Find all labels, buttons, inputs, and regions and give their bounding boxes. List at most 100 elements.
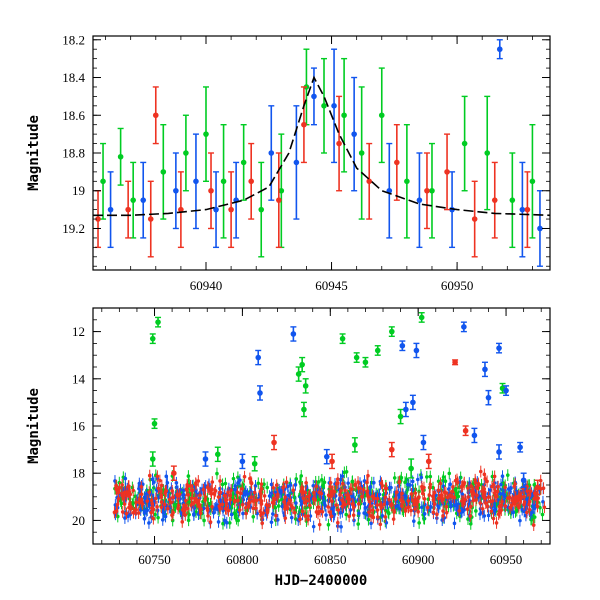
model-fit-curve — [93, 75, 550, 217]
data-point — [537, 225, 543, 232]
baseline-point — [259, 482, 264, 486]
baseline-point — [142, 495, 147, 499]
baseline-point — [492, 474, 497, 479]
baseline-point — [422, 512, 427, 516]
data-point — [95, 216, 101, 222]
baseline-point — [282, 484, 286, 489]
baseline-point — [436, 496, 441, 501]
baseline-point — [169, 500, 173, 505]
baseline-point — [425, 475, 429, 479]
baseline-point — [480, 507, 485, 511]
baseline-point — [384, 486, 389, 491]
panel-bottom: 60750 60800 60850 60900 60950 12 14 16 18 20 Magn… — [26, 307, 551, 589]
data-point — [258, 206, 265, 213]
baseline-point — [452, 521, 457, 526]
data-point — [130, 197, 136, 203]
baseline-point — [350, 487, 354, 491]
baseline-point — [406, 505, 411, 510]
baseline-point — [396, 503, 400, 508]
bottom-x-axis-title: HJD−2400000 — [275, 573, 368, 589]
baseline-point — [171, 495, 176, 500]
data-point — [352, 442, 358, 448]
baseline-point — [495, 489, 500, 494]
baseline-point — [435, 512, 439, 517]
baseline-point — [400, 491, 404, 496]
baseline-point — [120, 493, 124, 498]
baseline-point — [509, 486, 513, 490]
data-point — [534, 484, 541, 491]
data-point — [155, 319, 161, 325]
baseline-point — [441, 514, 445, 518]
data-point — [496, 46, 503, 53]
baseline-point — [136, 511, 141, 515]
data-point — [362, 359, 369, 366]
data-point — [208, 187, 214, 194]
baseline-point — [468, 522, 473, 526]
data-point — [202, 456, 209, 462]
baseline-point — [156, 486, 161, 491]
baseline-point — [489, 509, 494, 514]
baseline-point — [246, 504, 251, 508]
baseline-point — [503, 485, 507, 490]
baseline-point — [366, 495, 371, 499]
baseline-point — [320, 483, 325, 488]
baseline-point — [532, 506, 537, 510]
baseline-point — [139, 485, 144, 489]
baseline-point — [412, 519, 416, 523]
data-point — [339, 335, 346, 342]
baseline-point — [226, 490, 230, 495]
data-point — [331, 103, 337, 109]
baseline-point — [210, 487, 214, 492]
baseline-point — [412, 499, 417, 504]
baseline-point — [147, 521, 151, 525]
data-point — [173, 187, 179, 194]
baseline-point — [428, 485, 432, 490]
baseline-point — [350, 480, 355, 484]
baseline-point — [445, 495, 450, 500]
baseline-point — [344, 469, 349, 474]
baseline-point — [153, 512, 157, 517]
baseline-point — [271, 501, 276, 505]
baseline-point — [267, 503, 271, 508]
baseline-point — [241, 511, 245, 516]
baseline-point — [400, 504, 404, 508]
baseline-point — [164, 474, 169, 479]
baseline-point — [535, 504, 540, 509]
baseline-point — [470, 492, 475, 496]
baseline-point — [155, 474, 160, 479]
baseline-point — [134, 500, 138, 504]
baseline-point — [336, 520, 340, 525]
baseline-point — [243, 489, 248, 494]
baseline-point — [274, 513, 278, 518]
baseline-point — [114, 509, 119, 513]
baseline-point — [510, 498, 514, 503]
baseline-point — [170, 518, 175, 523]
baseline-point — [471, 498, 476, 503]
baseline-point — [347, 497, 352, 502]
baseline-point — [351, 513, 356, 517]
baseline-point — [505, 473, 510, 477]
baseline-point — [147, 490, 152, 494]
baseline-point — [291, 505, 295, 510]
baseline-point — [330, 499, 334, 504]
baseline-point — [520, 507, 524, 512]
baseline-point — [343, 488, 347, 493]
baseline-point — [229, 512, 234, 517]
data-point — [389, 328, 395, 335]
x-tick-label: 60750 — [138, 552, 171, 567]
x-tick-label: 60945 — [315, 278, 348, 293]
baseline-point — [258, 489, 263, 494]
data-point — [321, 103, 327, 109]
baseline-point — [486, 495, 491, 499]
baseline-point — [369, 514, 373, 518]
baseline-point — [190, 496, 194, 500]
data-point — [125, 206, 131, 213]
baseline-point — [294, 501, 298, 505]
data-point — [374, 347, 381, 354]
baseline-point — [155, 505, 159, 509]
baseline-point — [370, 508, 375, 512]
baseline-point — [482, 487, 487, 491]
x-tick-label: 60900 — [402, 552, 435, 567]
data-point — [471, 432, 478, 439]
baseline-point — [286, 501, 291, 506]
